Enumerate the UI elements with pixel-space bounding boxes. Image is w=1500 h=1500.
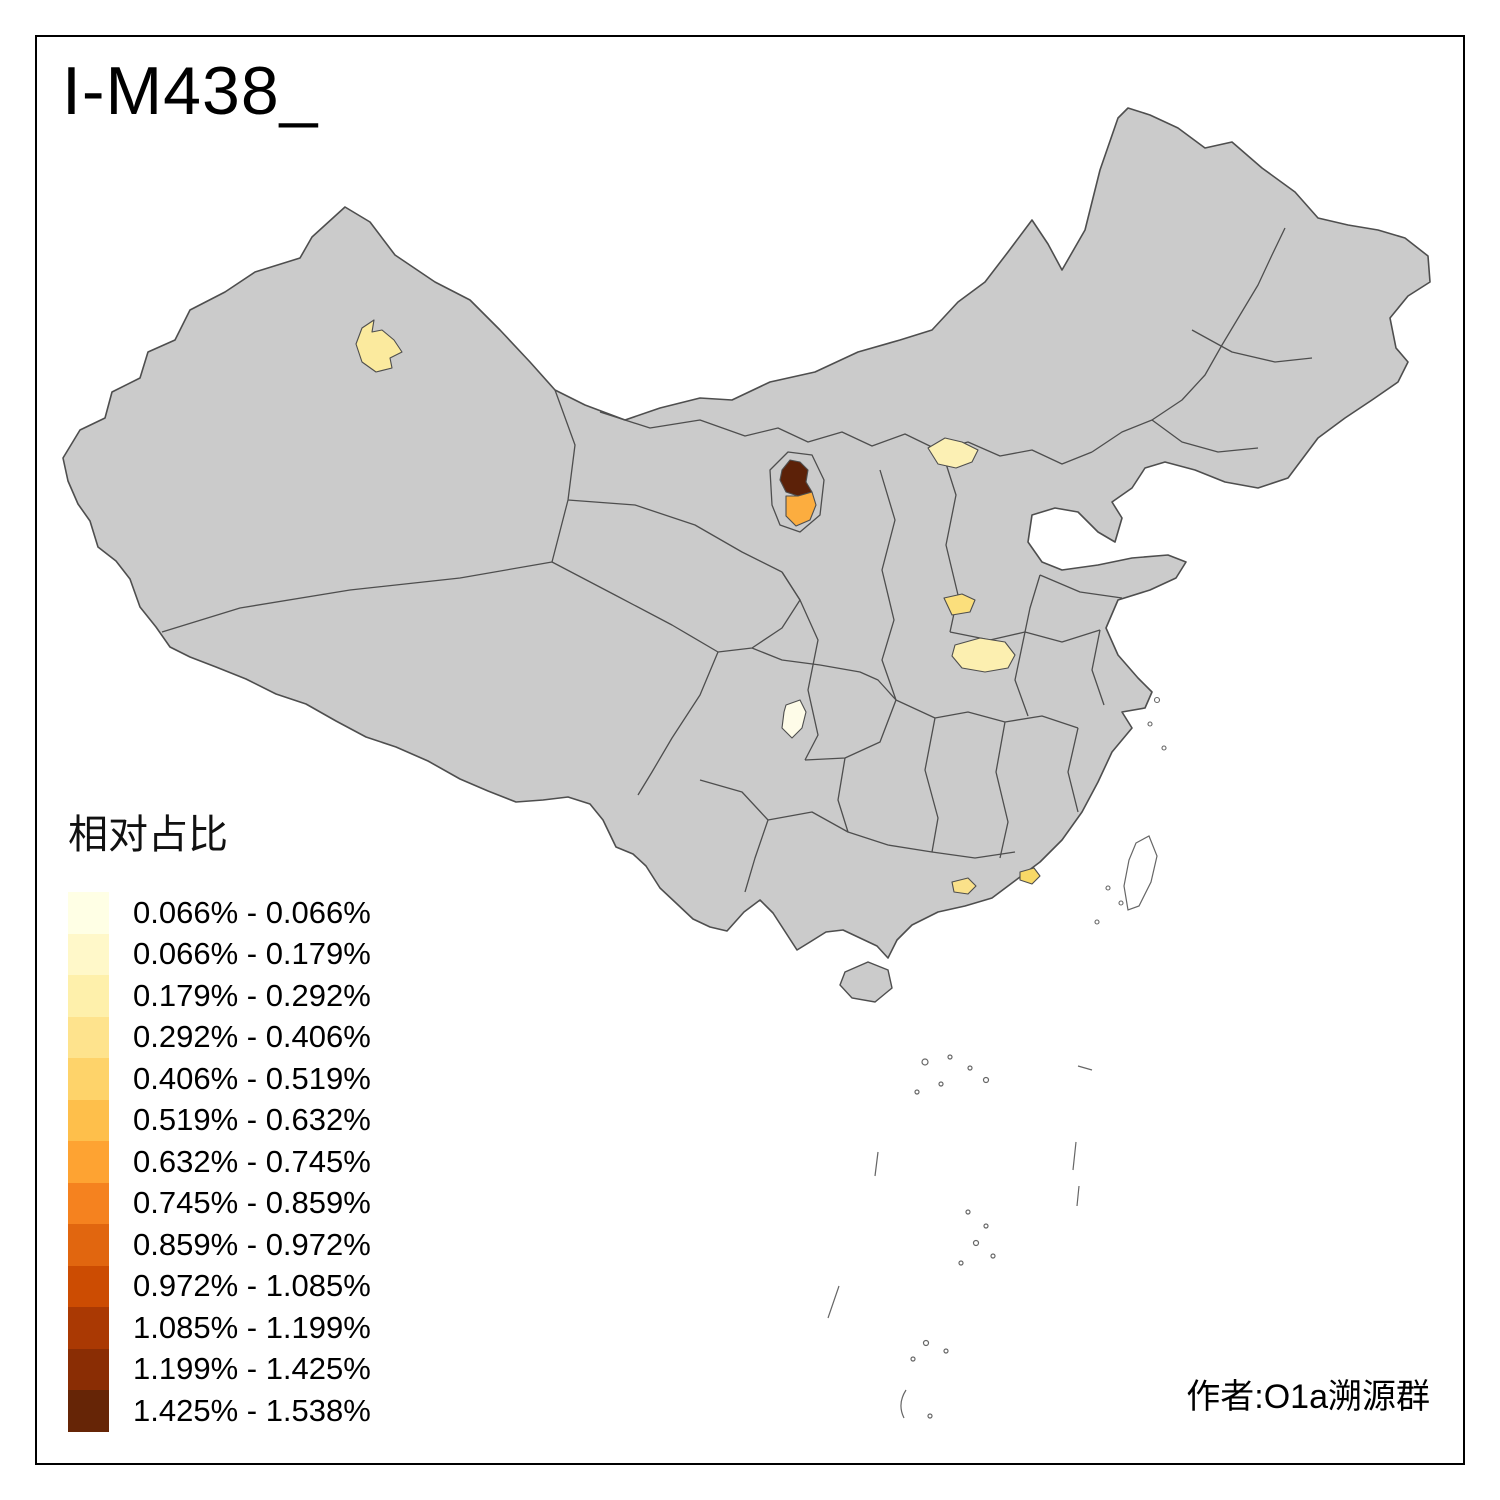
highlight-region-north [927, 437, 979, 469]
legend-swatch [68, 975, 109, 1017]
legend-rows: 0.066% - 0.066% 0.066% - 0.179% 0.179% -… [68, 892, 371, 1432]
outer-frame [35, 35, 1465, 1465]
legend-label: 1.425% - 1.538% [133, 1392, 371, 1428]
legend-swatch [68, 1182, 109, 1224]
legend-swatch [68, 1224, 109, 1266]
highlight-region-xinjiang [355, 319, 403, 373]
legend-swatch [68, 1141, 109, 1183]
legend-label: 1.085% - 1.199% [133, 1309, 371, 1345]
legend-label: 0.406% - 0.519% [133, 1060, 371, 1096]
legend-item: 0.066% - 0.066% [68, 892, 371, 934]
legend-item: 0.406% - 0.519% [68, 1058, 371, 1100]
legend-swatch [68, 1307, 109, 1349]
highlight-region-orange [785, 491, 817, 527]
legend-swatch [68, 892, 109, 934]
legend-item: 0.632% - 0.745% [68, 1141, 371, 1183]
legend-title: 相对占比 [68, 813, 228, 857]
legend-swatch [68, 1016, 109, 1058]
highlight-regions [355, 319, 1041, 895]
taiwan-island [1123, 835, 1158, 911]
hainan-island [839, 961, 893, 1003]
legend-item: 0.066% - 0.179% [68, 933, 371, 975]
legend-label: 0.066% - 0.066% [133, 894, 371, 930]
legend-swatch [68, 1058, 109, 1100]
legend-item: 0.179% - 0.292% [68, 975, 371, 1017]
legend-label: 0.519% - 0.632% [133, 1102, 371, 1138]
legend-swatch [68, 1390, 109, 1432]
legend-label: 0.632% - 0.745% [133, 1143, 371, 1179]
legend-item: 1.199% - 1.425% [68, 1348, 371, 1390]
south-china-sea-islands [827, 1054, 1093, 1419]
author-credit: 作者:O1a溯源群 [1186, 1378, 1430, 1416]
legend-label: 0.859% - 0.972% [133, 1226, 371, 1262]
highlight-region-central-small [943, 593, 976, 616]
legend-swatch [68, 1099, 109, 1141]
legend-swatch [68, 1348, 109, 1390]
legend-label: 0.066% - 0.179% [133, 936, 371, 972]
highlight-region-central-large [951, 637, 1016, 673]
legend-label: 0.745% - 0.859% [133, 1185, 371, 1221]
highlight-region-southwest [781, 699, 807, 739]
legend-item: 0.972% - 1.085% [68, 1265, 371, 1307]
legend-item: 1.085% - 1.199% [68, 1307, 371, 1349]
legend-label: 0.179% - 0.292% [133, 977, 371, 1013]
legend-label: 0.292% - 0.406% [133, 1019, 371, 1055]
legend: 相对占比 0.066% - 0.066% 0.066% - 0.179% 0.1… [68, 802, 371, 1432]
highlight-region-darkest [779, 459, 813, 497]
highlight-region-south-west [951, 877, 977, 895]
legend-item: 0.859% - 0.972% [68, 1224, 371, 1266]
legend-swatch [68, 1265, 109, 1307]
china-mainland [62, 107, 1431, 959]
legend-item: 0.519% - 0.632% [68, 1099, 371, 1141]
legend-item: 0.292% - 0.406% [68, 1016, 371, 1058]
coastal-islands [1094, 696, 1167, 925]
legend-label: 0.972% - 1.085% [133, 1268, 371, 1304]
page-title: I-M438_ [62, 53, 319, 129]
legend-swatch [68, 933, 109, 975]
legend-label: 1.199% - 1.425% [133, 1351, 371, 1387]
legend-item: 1.425% - 1.538% [68, 1390, 371, 1432]
highlight-region-south-east [1019, 867, 1041, 885]
legend-item: 0.745% - 0.859% [68, 1182, 371, 1224]
